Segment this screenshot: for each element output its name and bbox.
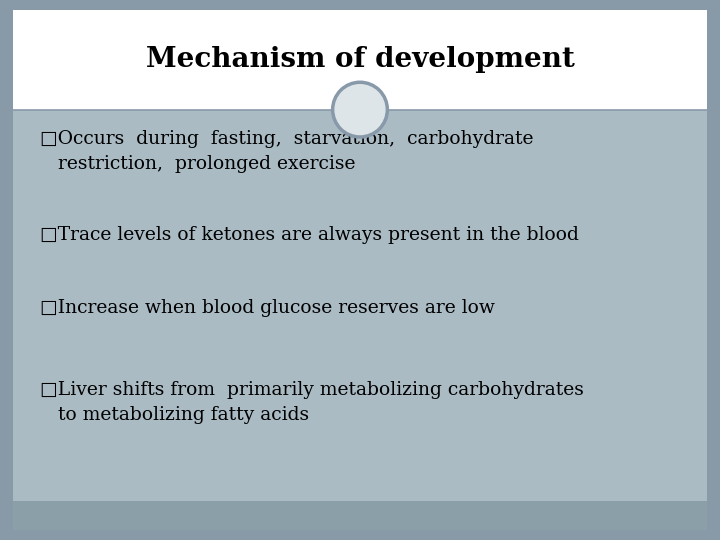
Text: □Trace levels of ketones are always present in the blood: □Trace levels of ketones are always pres… (40, 226, 579, 244)
FancyBboxPatch shape (13, 110, 707, 501)
Text: □Occurs  during  fasting,  starvation,  carbohydrate
   restriction,  prolonged : □Occurs during fasting, starvation, carb… (40, 130, 534, 173)
FancyBboxPatch shape (13, 501, 707, 530)
Text: □Liver shifts from  primarily metabolizing carbohydrates
   to metabolizing fatt: □Liver shifts from primarily metabolizin… (40, 381, 584, 424)
Text: Mechanism of development: Mechanism of development (145, 46, 575, 73)
FancyBboxPatch shape (13, 10, 707, 530)
Ellipse shape (333, 82, 387, 137)
FancyBboxPatch shape (13, 10, 707, 110)
Text: □Increase when blood glucose reserves are low: □Increase when blood glucose reserves ar… (40, 299, 495, 317)
